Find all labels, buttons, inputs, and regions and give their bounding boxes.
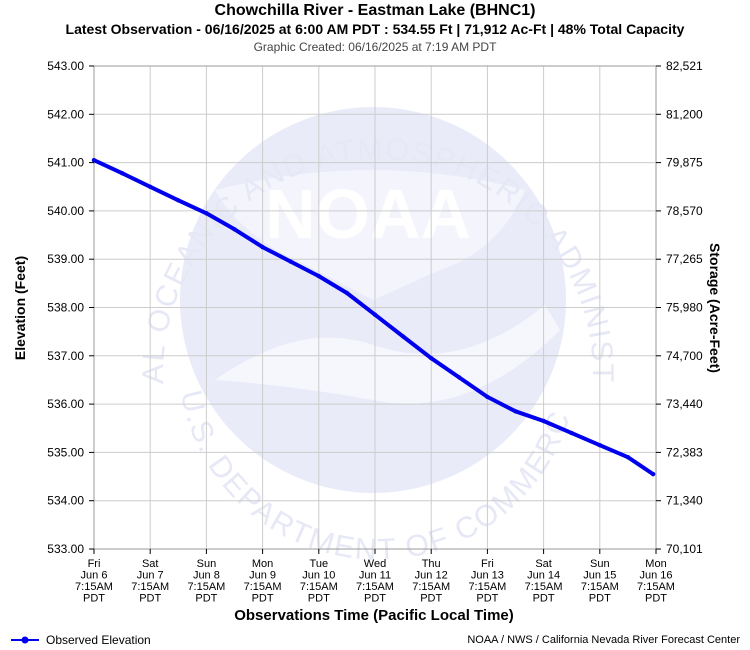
data-point bbox=[372, 312, 378, 317]
credit-text: NOAA / NWS / California Nevada River For… bbox=[467, 634, 740, 646]
legend-line-marker bbox=[11, 636, 39, 644]
data-point bbox=[457, 375, 462, 380]
data-point bbox=[148, 184, 153, 189]
data-point bbox=[569, 430, 574, 436]
x-tick-label: Sat Jun 14 7:15AM PDT bbox=[525, 558, 563, 605]
y2-tick-label: 78,570 bbox=[666, 204, 703, 218]
data-point bbox=[541, 418, 546, 424]
data-point bbox=[400, 334, 406, 339]
y2-tick-label: 72,383 bbox=[666, 445, 703, 459]
data-point bbox=[344, 290, 350, 296]
y-tick-label: 533.00 bbox=[47, 542, 84, 556]
data-point bbox=[204, 211, 209, 216]
data-point bbox=[91, 158, 97, 163]
noaa-logo-text: NOAA bbox=[265, 175, 471, 253]
y2-tick-label: 71,340 bbox=[666, 494, 703, 508]
data-point bbox=[260, 244, 265, 250]
x-tick-label: Wed Jun 11 7:15AM PDT bbox=[356, 558, 394, 605]
y-axis-left: 543.00 542.00 541.00 540.00 539.00 538.00 537.… bbox=[47, 59, 94, 556]
y-tick-label: 535.00 bbox=[47, 445, 84, 459]
legend-label: Observed Elevation bbox=[46, 633, 151, 647]
data-point bbox=[316, 273, 321, 279]
y2-tick-label: 70,101 bbox=[666, 542, 703, 556]
x-tick-label: Sat Jun 7 7:15AM PDT bbox=[131, 558, 169, 605]
y2-tick-label: 77,265 bbox=[666, 252, 703, 266]
y2-axis-label: Storage (Acre-Feet) bbox=[707, 243, 723, 373]
x-tick-label: Mon Jun 16 7:15AM PDT bbox=[637, 558, 675, 605]
data-point bbox=[119, 171, 125, 176]
y2-tick-label: 79,875 bbox=[666, 156, 703, 170]
x-tick-label: Thu Jun 12 7:15AM PDT bbox=[412, 558, 450, 605]
y-tick-label: 540.00 bbox=[47, 204, 84, 218]
y2-tick-label: 75,980 bbox=[666, 301, 703, 315]
y2-tick-label: 81,200 bbox=[666, 107, 703, 121]
y-tick-label: 534.00 bbox=[47, 494, 84, 508]
x-axis: Fri Jun 6 7:15AM PDT Sat Jun 7 7:15AM PDT Sun Jun… bbox=[75, 549, 675, 605]
series-layer bbox=[91, 158, 656, 477]
x-tick-label: Fri Jun 6 7:15AM PDT bbox=[75, 558, 113, 605]
grid-lines bbox=[93, 65, 657, 550]
y-tick-label: 539.00 bbox=[47, 252, 84, 266]
chart-title: Chowchilla River - Eastman Lake (BHNC1) bbox=[214, 2, 536, 19]
data-point bbox=[650, 471, 656, 477]
y2-tick-label: 73,440 bbox=[666, 397, 703, 411]
x-tick-label: Fri Jun 13 7:15AM PDT bbox=[468, 558, 506, 605]
data-point bbox=[232, 227, 237, 232]
data-point bbox=[429, 356, 434, 361]
x-tick-label: Sun Jun 15 7:15AM PDT bbox=[581, 558, 619, 605]
data-point bbox=[176, 198, 181, 203]
y-tick-label: 537.00 bbox=[47, 349, 84, 363]
x-axis-label: Observations Time (Pacific Local Time) bbox=[234, 607, 514, 624]
legend: Observed Elevation bbox=[10, 633, 151, 647]
y2-tick-label: 82,521 bbox=[666, 59, 703, 73]
y2-tick-label: 74,700 bbox=[666, 349, 703, 363]
data-point bbox=[597, 443, 602, 448]
x-tick-label: Mon Jun 9 7:15AM PDT bbox=[244, 558, 282, 605]
y-tick-label: 536.00 bbox=[47, 397, 84, 411]
y-tick-label: 538.00 bbox=[47, 301, 84, 315]
x-tick-label: Tue Jun 10 7:15AM PDT bbox=[300, 558, 338, 605]
y-tick-label: 541.00 bbox=[47, 156, 84, 170]
graphic-created: Graphic Created: 06/16/2025 at 7:19 AM P… bbox=[253, 40, 497, 54]
data-point bbox=[513, 409, 518, 414]
y-tick-label: 543.00 bbox=[47, 59, 84, 73]
y-tick-label: 542.00 bbox=[47, 107, 84, 121]
noaa-watermark-logo: NOAA NATIONAL OCEANIC AND ATMOSPHERIC AD… bbox=[0, 0, 617, 567]
chart-subtitle: Latest Observation - 06/16/2025 at 6:00 … bbox=[65, 21, 685, 37]
data-point bbox=[485, 394, 490, 400]
x-tick-label: Sun Jun 8 7:15AM PDT bbox=[187, 558, 225, 605]
data-point bbox=[625, 455, 631, 460]
y-axis-label: Elevation (Feet) bbox=[12, 256, 28, 360]
data-point bbox=[288, 259, 293, 264]
y-axis-right: 82,521 81,200 79,875 78,570 77,265 75,980 74,7… bbox=[656, 59, 703, 556]
